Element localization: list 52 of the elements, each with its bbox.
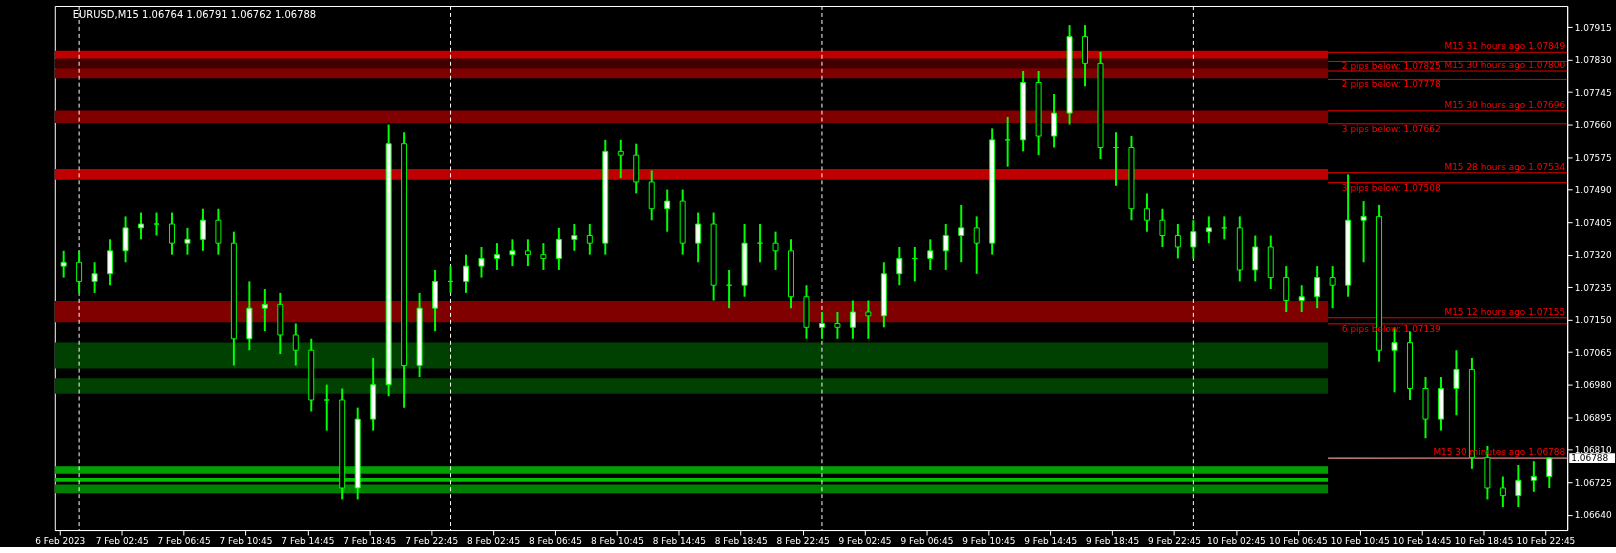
ref-line-label: 3 pips below: 1.07508 bbox=[1341, 182, 1441, 193]
x-tick-label: 9 Feb 22:45 bbox=[1148, 536, 1202, 547]
x-tick-label: 9 Feb 06:45 bbox=[900, 536, 954, 547]
x-tick-label: 8 Feb 06:45 bbox=[528, 536, 583, 547]
x-tick-label: 8 Feb 14:45 bbox=[652, 536, 706, 547]
y-tick-label: 1.07235 bbox=[1574, 282, 1612, 293]
y-tick-label: 1.07915 bbox=[1574, 22, 1612, 33]
y-tick-label: 1.06810 bbox=[1574, 445, 1612, 456]
y-tick-label: 1.06895 bbox=[1574, 412, 1612, 423]
y-tick-label: 1.06725 bbox=[1574, 477, 1612, 488]
x-tick-label: 7 Feb 10:45 bbox=[219, 536, 273, 547]
y-tick-label: 1.07405 bbox=[1574, 217, 1612, 228]
x-tick-label: 10 Feb 02:45 bbox=[1207, 536, 1266, 547]
x-tick-label: 10 Feb 18:45 bbox=[1454, 536, 1514, 547]
x-tick-label: 9 Feb 02:45 bbox=[838, 536, 892, 547]
ref-line-label: M15 30 hours ago 1.07696 bbox=[1444, 99, 1566, 110]
x-tick-label: 9 Feb 14:45 bbox=[1024, 536, 1078, 547]
y-tick-label: 1.07660 bbox=[1574, 120, 1612, 131]
x-tick-label: 7 Feb 22:45 bbox=[405, 536, 459, 547]
x-tick-label: 6 Feb 2023 bbox=[35, 536, 86, 547]
x-tick-label: 10 Feb 14:45 bbox=[1392, 536, 1452, 547]
ref-line-label: 3 pips below: 1.07662 bbox=[1341, 123, 1441, 134]
x-tick-label: 8 Feb 02:45 bbox=[467, 536, 521, 547]
x-tick-label: 9 Feb 18:45 bbox=[1086, 536, 1140, 547]
ref-line-label: 2 pips below: 1.07825 bbox=[1341, 61, 1441, 72]
ref-line-label: M15 12 hours ago 1.07155 bbox=[1444, 306, 1566, 317]
y-tick-label: 1.07575 bbox=[1574, 152, 1612, 163]
y-tick-label: 1.06640 bbox=[1574, 510, 1612, 521]
annotation: 1.06788 bbox=[1571, 453, 1609, 464]
ref-line-label: M15 28 hours ago 1.07534 bbox=[1444, 161, 1566, 172]
x-tick-label: 10 Feb 22:45 bbox=[1516, 536, 1576, 547]
x-tick-label: 10 Feb 06:45 bbox=[1268, 536, 1328, 547]
x-tick-label: 9 Feb 10:45 bbox=[962, 536, 1016, 547]
y-tick-label: 1.07320 bbox=[1574, 250, 1612, 261]
chart-title: EURUSD,M15 1.06764 1.06791 1.06762 1.06788 bbox=[72, 8, 317, 20]
y-tick-label: 1.07745 bbox=[1574, 87, 1612, 98]
x-tick-label: 8 Feb 10:45 bbox=[590, 536, 644, 547]
x-tick-label: 8 Feb 22:45 bbox=[776, 536, 830, 547]
ref-line-label: 2 pips below: 1.07778 bbox=[1341, 79, 1441, 90]
y-tick-label: 1.06980 bbox=[1574, 380, 1612, 391]
y-tick-label: 1.07065 bbox=[1574, 347, 1612, 358]
x-tick-label: 7 Feb 02:45 bbox=[95, 536, 149, 547]
y-tick-label: 1.07150 bbox=[1574, 315, 1612, 326]
x-tick-label: 8 Feb 18:45 bbox=[714, 536, 768, 547]
x-tick-label: 7 Feb 14:45 bbox=[281, 536, 335, 547]
x-tick-label: 7 Feb 06:45 bbox=[157, 536, 211, 547]
x-tick-label: 7 Feb 18:45 bbox=[343, 536, 397, 547]
y-tick-label: 1.07830 bbox=[1574, 55, 1612, 66]
ref-line-label: M15 30 hours ago 1.07800 bbox=[1444, 60, 1566, 71]
ref-line-label: M15 31 hours ago 1.07849 bbox=[1444, 41, 1566, 52]
y-tick-label: 1.07490 bbox=[1574, 185, 1612, 196]
x-tick-label: 10 Feb 10:45 bbox=[1330, 536, 1390, 547]
